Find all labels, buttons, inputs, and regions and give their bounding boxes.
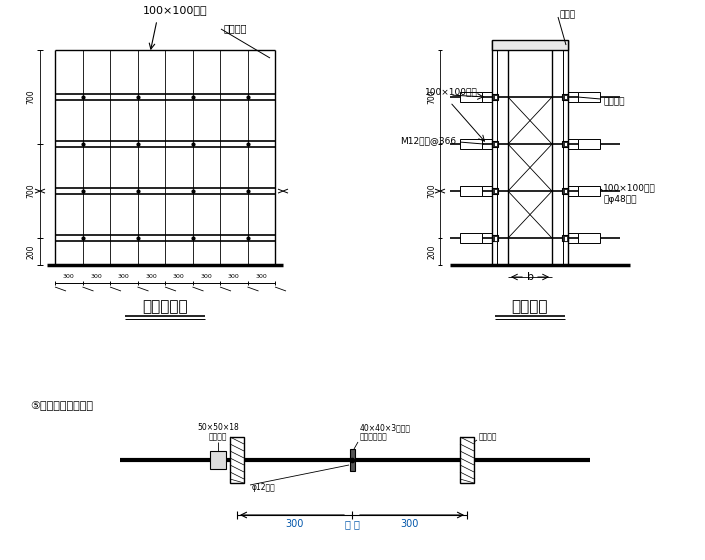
Text: 300: 300	[228, 273, 240, 278]
Bar	[460, 437, 474, 483]
Bar	[460, 139, 482, 149]
Bar	[210, 451, 226, 469]
Bar	[578, 139, 600, 149]
Text: 300: 300	[173, 273, 185, 278]
Bar	[460, 233, 482, 243]
Text: 200: 200	[27, 244, 35, 259]
Bar	[350, 449, 355, 471]
Bar	[493, 95, 498, 100]
Text: （双面满焊）: （双面满焊）	[360, 432, 388, 441]
Text: 100×100木枋: 100×100木枋	[142, 5, 207, 15]
Text: 300: 300	[63, 273, 75, 278]
Bar	[578, 92, 600, 102]
Text: 300: 300	[200, 273, 212, 278]
Bar	[492, 141, 498, 147]
Text: 壁 厚: 壁 厚	[345, 519, 360, 529]
Bar	[493, 236, 498, 241]
Text: 700: 700	[27, 184, 35, 198]
Text: 300: 300	[90, 273, 102, 278]
Bar	[562, 188, 568, 194]
Bar	[562, 141, 568, 147]
Text: b: b	[527, 272, 534, 282]
Bar	[493, 142, 498, 147]
Bar	[460, 186, 482, 196]
Text: 拉紧扣件: 拉紧扣件	[224, 23, 247, 33]
Text: 墙剖面图: 墙剖面图	[512, 300, 548, 315]
Bar	[492, 94, 498, 100]
Text: 及φ48钢管: 及φ48钢管	[603, 194, 637, 204]
Text: 700: 700	[427, 184, 436, 198]
Text: 墙体模板: 墙体模板	[479, 432, 498, 441]
Bar	[460, 92, 482, 102]
Text: 300: 300	[145, 273, 157, 278]
Bar	[562, 235, 568, 241]
Bar	[564, 189, 568, 194]
Text: 40×40×3止水片: 40×40×3止水片	[360, 423, 411, 432]
Text: 墙模立面图: 墙模立面图	[142, 300, 188, 315]
Text: 胶合板: 胶合板	[560, 11, 576, 20]
Bar	[492, 40, 568, 50]
Bar	[492, 188, 498, 194]
Bar	[564, 95, 568, 100]
Text: 300: 300	[118, 273, 130, 278]
Text: 木板垫片: 木板垫片	[209, 432, 227, 441]
Bar	[564, 236, 568, 241]
Bar	[230, 437, 244, 483]
Text: M12螺栓@366: M12螺栓@366	[400, 137, 456, 146]
Bar	[562, 94, 568, 100]
Text: 200: 200	[427, 244, 436, 259]
Text: φ12螺栓: φ12螺栓	[252, 483, 276, 492]
Text: 100×100木枋: 100×100木枋	[425, 87, 478, 96]
Text: 300: 300	[255, 273, 267, 278]
Text: 100×100木枋: 100×100木枋	[603, 184, 656, 193]
Text: 300: 300	[286, 519, 304, 529]
Bar	[578, 233, 600, 243]
Text: 300: 300	[400, 519, 419, 529]
Bar	[578, 186, 600, 196]
Text: 拉紧扣件: 拉紧扣件	[603, 97, 625, 106]
Bar	[492, 235, 498, 241]
Text: ⑤止水螺栓示意图：: ⑤止水螺栓示意图：	[30, 400, 93, 410]
Bar	[493, 189, 498, 194]
Text: 700: 700	[27, 90, 35, 104]
Text: 700: 700	[427, 90, 436, 104]
Text: 50×50×18: 50×50×18	[197, 423, 239, 432]
Bar	[564, 142, 568, 147]
